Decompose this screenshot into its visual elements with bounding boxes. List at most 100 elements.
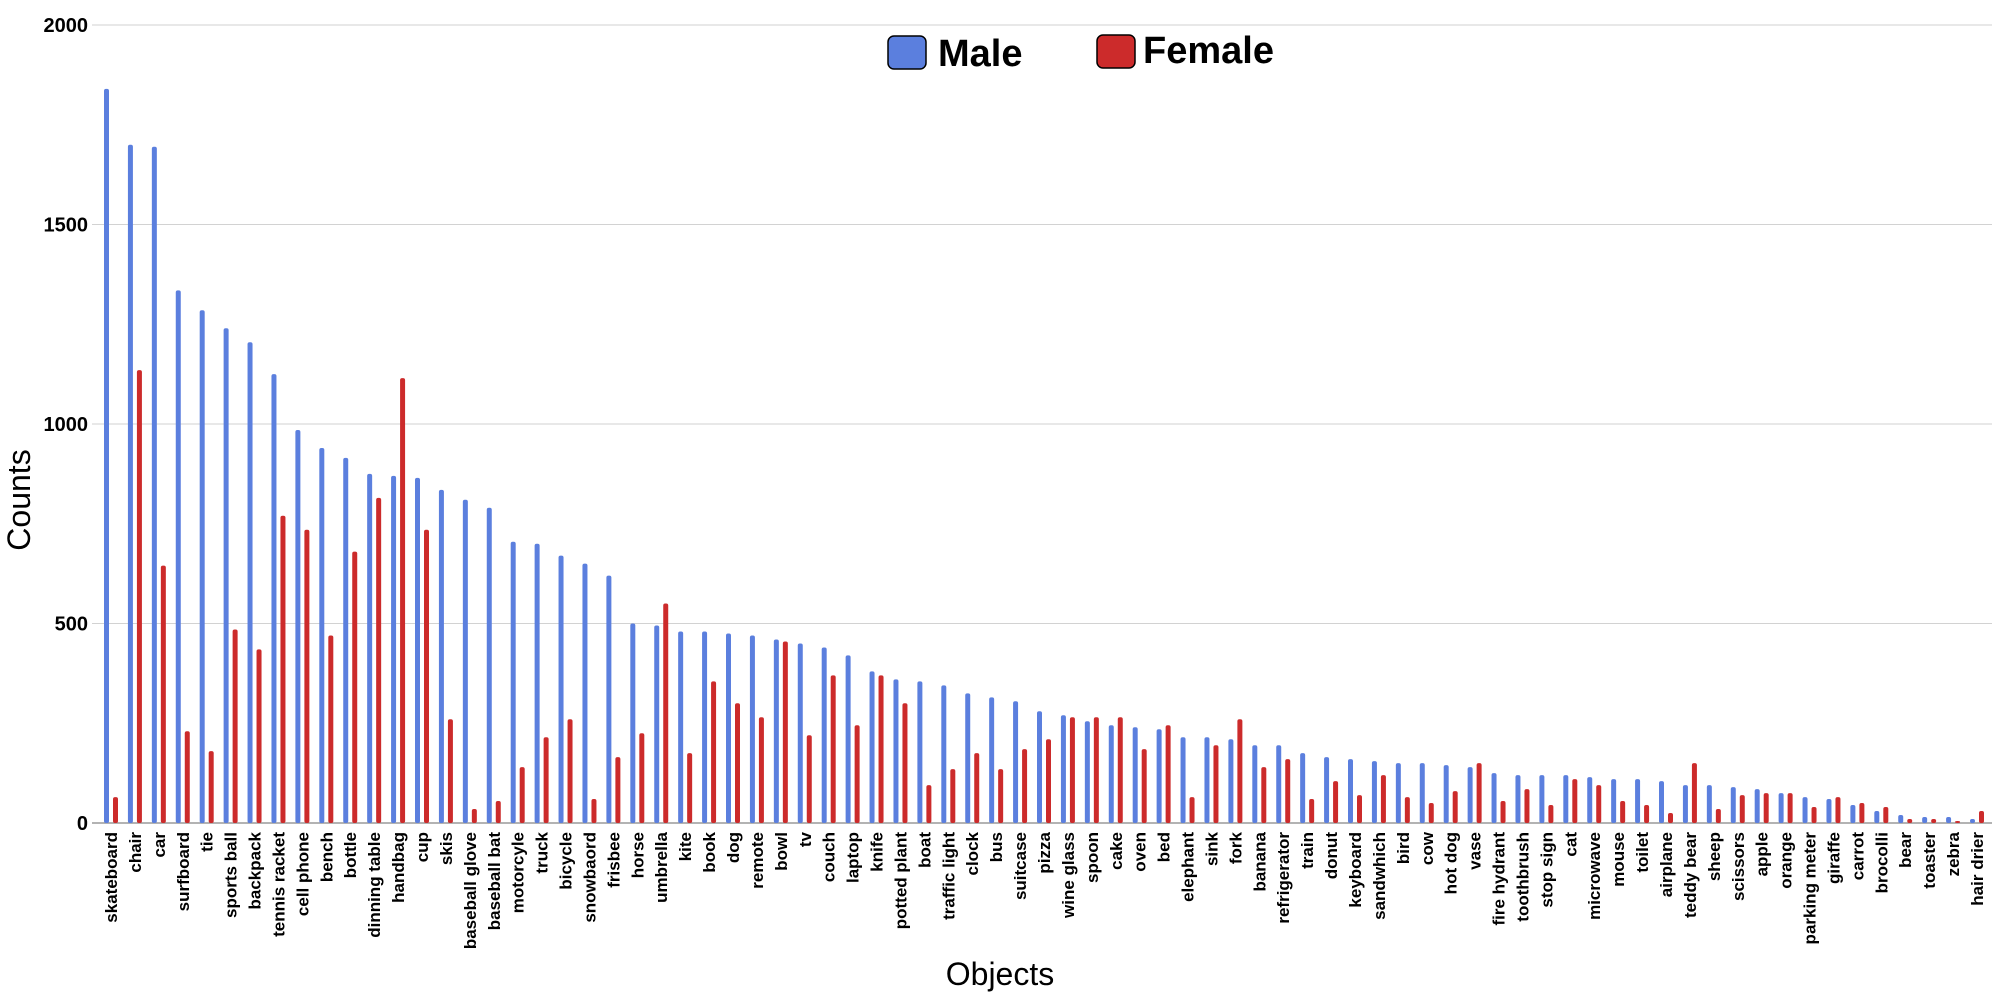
x-tick-label: bowl	[772, 832, 791, 871]
bar-male	[1013, 701, 1019, 823]
x-tick-label: elephant	[1179, 832, 1198, 902]
y-tick-label: 1000	[44, 414, 89, 436]
bar-female	[926, 785, 932, 823]
bar-male	[582, 563, 588, 823]
x-tick-label: microwave	[1585, 832, 1604, 920]
x-axis-title: Objects	[946, 956, 1054, 992]
bar-female	[519, 767, 525, 823]
bar-male	[1443, 765, 1449, 823]
x-tick-label: tv	[796, 831, 815, 847]
bar-male	[1084, 721, 1090, 823]
x-tick-label: cow	[1418, 831, 1437, 865]
x-tick-label: mouse	[1609, 832, 1628, 887]
bar-female	[1883, 807, 1889, 823]
bar-female	[830, 675, 836, 823]
bar-female	[1979, 811, 1984, 823]
bar-male	[965, 693, 971, 823]
bar-female	[1500, 801, 1506, 823]
bar-female	[1763, 793, 1769, 823]
bar-male	[678, 631, 684, 823]
x-tick-label: oven	[1131, 832, 1150, 872]
bar-male	[1754, 789, 1760, 823]
bar-male	[104, 88, 109, 824]
bar-male	[151, 146, 157, 823]
x-tick-label: refrigerator	[1274, 832, 1293, 924]
bar-female	[1069, 717, 1075, 823]
bar-male	[271, 374, 277, 823]
bar-female	[1859, 803, 1865, 823]
x-tick-label: umbrella	[652, 831, 671, 902]
bar-female	[878, 675, 884, 823]
x-tick-label: airplane	[1657, 832, 1676, 897]
x-tick-label: cake	[1107, 832, 1126, 870]
bar-male	[1635, 779, 1641, 823]
bar-female	[471, 809, 477, 823]
bar-female	[1620, 801, 1626, 823]
bar-male	[1491, 773, 1497, 823]
x-tick-label: couch	[820, 832, 839, 882]
bar-female	[1548, 805, 1554, 823]
bar-female	[1811, 807, 1817, 823]
bar-female	[1237, 719, 1243, 823]
x-tick-label: banana	[1250, 831, 1269, 891]
bar-female	[1572, 779, 1578, 823]
bar-female	[1596, 785, 1602, 823]
x-tick-label: horse	[628, 832, 647, 878]
x-tick-label: suitcase	[1011, 832, 1030, 900]
bar-female	[735, 703, 740, 823]
bar-female	[1404, 797, 1410, 823]
x-tick-label: cat	[1561, 832, 1580, 857]
bar-male	[869, 671, 875, 823]
x-tick-label: bed	[1155, 832, 1174, 862]
x-tick-label: bicycle	[557, 832, 576, 890]
bar-male	[773, 639, 779, 823]
bar-male	[606, 575, 612, 823]
legend-label-male: Male	[938, 33, 1022, 75]
bar-male	[1970, 819, 1975, 823]
x-tick-label: skis	[437, 832, 456, 865]
bar-female	[639, 733, 645, 823]
x-tick-label: laptop	[844, 832, 863, 883]
bar-male	[1252, 745, 1258, 823]
gridlines	[92, 24, 1992, 824]
bar-female	[447, 719, 453, 823]
x-tick-label: scissors	[1729, 832, 1748, 901]
bar-female	[687, 753, 693, 823]
bar-female	[1691, 763, 1697, 823]
bar-male	[558, 555, 564, 823]
bar-male	[438, 489, 444, 823]
bar-male	[223, 328, 229, 823]
bar-male	[391, 475, 397, 823]
x-tick-label: bear	[1896, 832, 1915, 868]
bar-male	[1659, 781, 1664, 823]
bar-male	[821, 647, 827, 823]
legend-swatch-female	[1096, 34, 1136, 69]
bar-male	[1228, 739, 1234, 823]
x-tick-label: knife	[868, 832, 887, 872]
x-tick-label: teddy bear	[1681, 832, 1700, 918]
bar-female	[591, 799, 597, 823]
bar-male	[1706, 785, 1712, 823]
y-tick-label: 0	[77, 813, 88, 835]
x-tick-label: spoon	[1083, 832, 1102, 883]
bar-male	[175, 290, 181, 824]
bar-male	[1300, 753, 1306, 823]
bar-female	[1955, 821, 1961, 823]
bar-male	[630, 623, 636, 823]
bar-female	[424, 529, 429, 823]
bar-female	[352, 551, 358, 823]
bar-male	[510, 541, 516, 823]
x-tick-label: baseball glove	[461, 832, 480, 949]
bar-female	[1309, 799, 1315, 823]
bar-male	[1037, 711, 1042, 823]
x-tick-labels: skateboard chair car surfboard tie sports bal…	[102, 831, 1987, 949]
bar-female	[1261, 767, 1267, 823]
x-tick-label: stop sign	[1537, 832, 1556, 908]
bar-female	[328, 635, 334, 823]
bar-female	[998, 769, 1004, 823]
bar-female	[615, 757, 621, 823]
bar-male	[247, 342, 253, 823]
x-tick-label: handbag	[389, 832, 408, 903]
y-axis-title: Counts	[1, 449, 37, 550]
x-tick-label: backpack	[246, 831, 265, 909]
